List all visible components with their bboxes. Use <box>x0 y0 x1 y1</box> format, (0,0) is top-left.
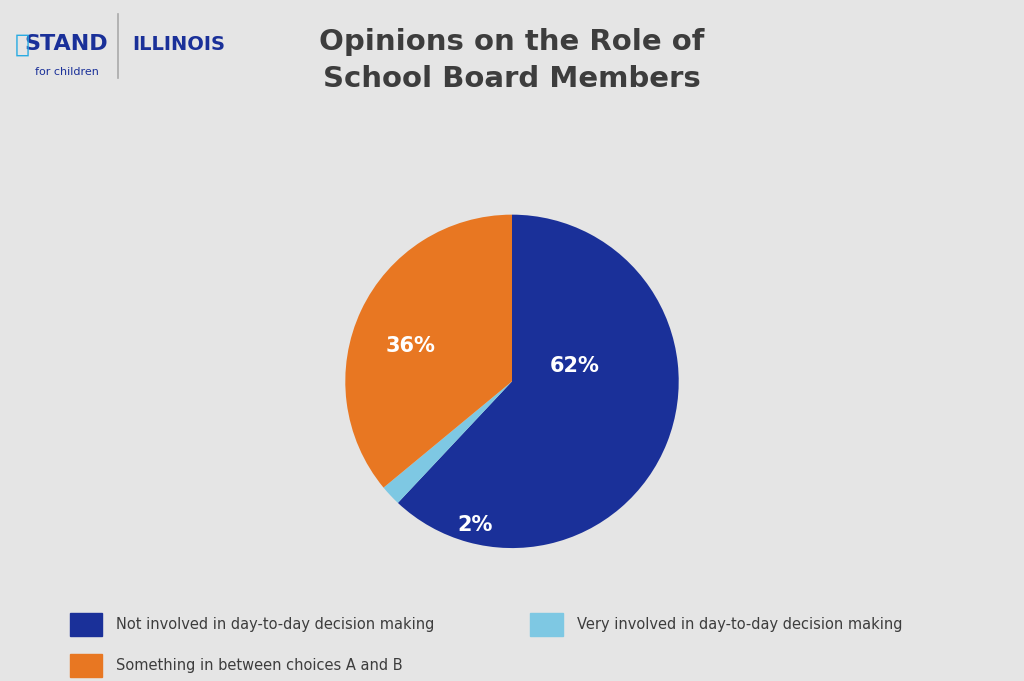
Text: ILLINOIS: ILLINOIS <box>133 35 225 54</box>
Text: 62%: 62% <box>550 355 600 376</box>
Text: STAND: STAND <box>25 34 109 54</box>
Text: Not involved in day-to-day decision making: Not involved in day-to-day decision maki… <box>116 617 434 632</box>
Bar <box>70 654 102 677</box>
Wedge shape <box>398 215 679 548</box>
Text: Something in between choices A and B: Something in between choices A and B <box>116 658 402 673</box>
Text: for children: for children <box>35 67 98 77</box>
Bar <box>530 613 563 636</box>
Text: Very involved in day-to-day decision making: Very involved in day-to-day decision mak… <box>577 617 902 632</box>
Wedge shape <box>345 215 512 488</box>
Text: 36%: 36% <box>385 336 435 356</box>
Text: 👥: 👥 <box>15 32 30 56</box>
Title: Opinions on the Role of
School Board Members: Opinions on the Role of School Board Mem… <box>319 28 705 93</box>
Text: 2%: 2% <box>457 515 493 535</box>
Bar <box>70 613 102 636</box>
Wedge shape <box>384 381 512 503</box>
